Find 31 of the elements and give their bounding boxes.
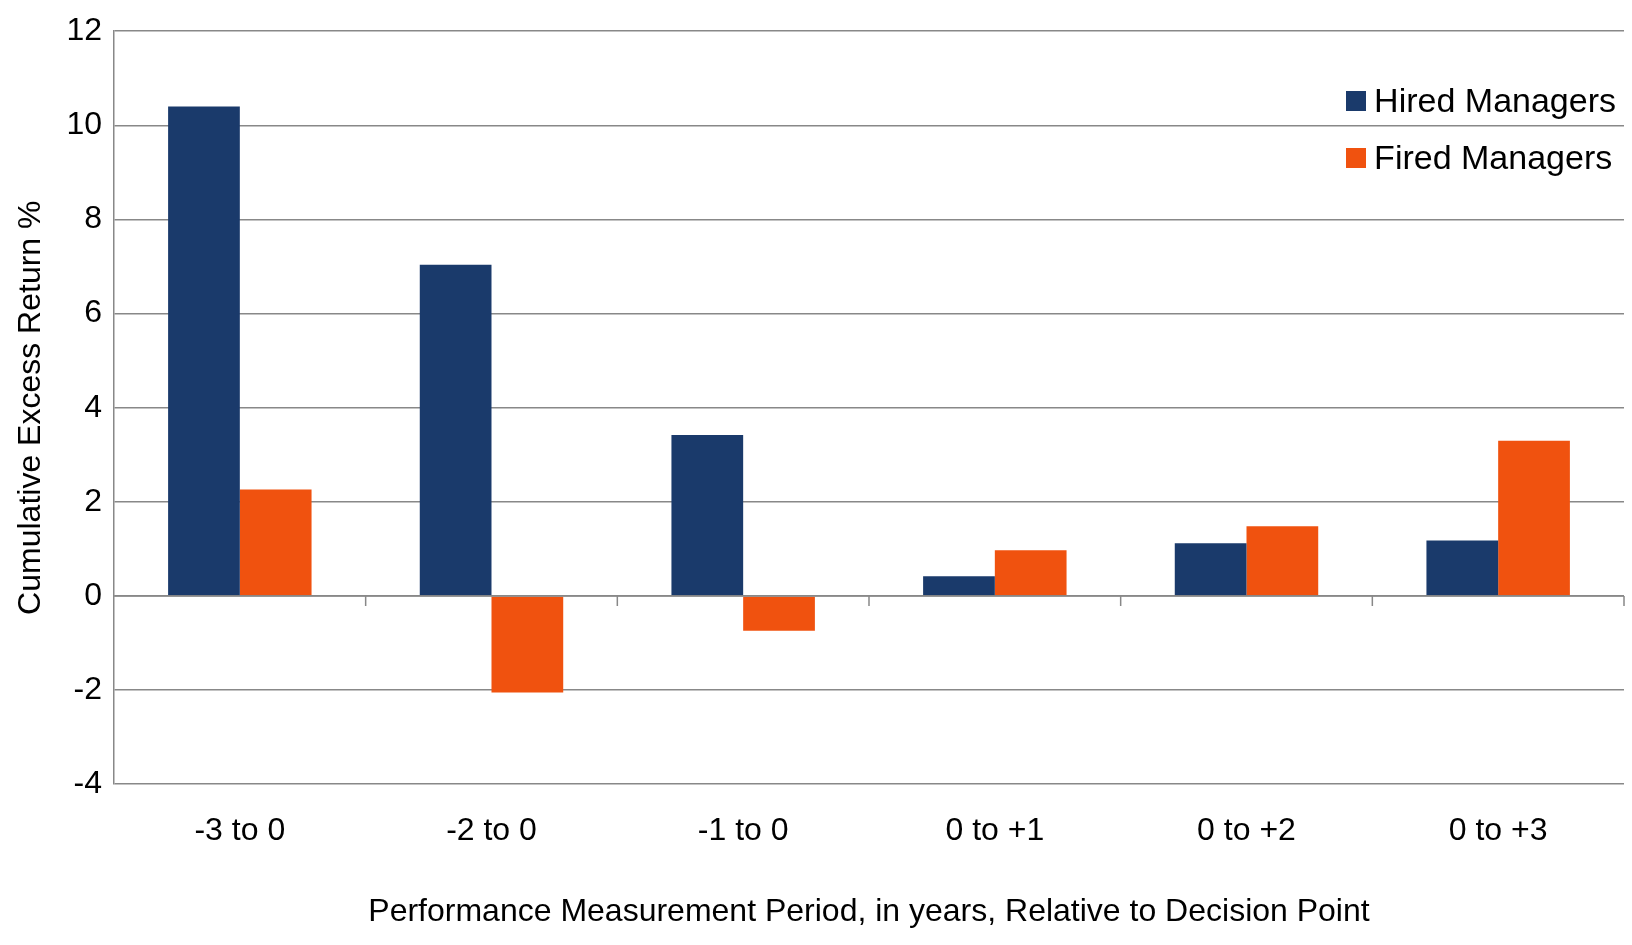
bar	[419, 264, 492, 596]
x-tick-label: 0 to +2	[1197, 811, 1296, 848]
y-tick-label: -2	[73, 669, 102, 706]
y-tick-label: 8	[84, 199, 102, 236]
y-tick-label: 10	[66, 105, 102, 142]
x-tick-label: -1 to 0	[697, 811, 789, 848]
bar	[1498, 440, 1570, 596]
x-tick-label: -2 to 0	[446, 811, 537, 848]
legend-label: Fired Managers	[1374, 138, 1613, 178]
bar	[1426, 540, 1499, 596]
bar	[168, 106, 240, 596]
y-axis-title: Cumulative Excess Return %	[11, 200, 48, 615]
bar	[491, 596, 564, 693]
bar	[1246, 526, 1319, 596]
y-tick-label: 6	[84, 293, 102, 330]
x-tick-label: 0 to +3	[1448, 811, 1548, 848]
y-tick-label: 2	[84, 481, 102, 518]
bar	[239, 489, 312, 596]
bar	[743, 596, 815, 631]
y-tick-label: -4	[73, 764, 102, 801]
y-tick-label: 12	[66, 11, 102, 48]
x-tick-label: 0 to +1	[945, 811, 1045, 848]
x-axis-title: Performance Measurement Period, in years, Relative to Decision Point	[368, 891, 1370, 928]
y-tick-label: 4	[84, 387, 102, 424]
x-tick-label: -3 to 0	[194, 811, 286, 848]
bar	[994, 550, 1067, 596]
bar	[671, 435, 744, 596]
legend-label: Hired Managers	[1374, 81, 1616, 121]
y-tick-label: 0	[84, 575, 102, 612]
bar	[923, 576, 995, 596]
bar	[1174, 543, 1247, 596]
